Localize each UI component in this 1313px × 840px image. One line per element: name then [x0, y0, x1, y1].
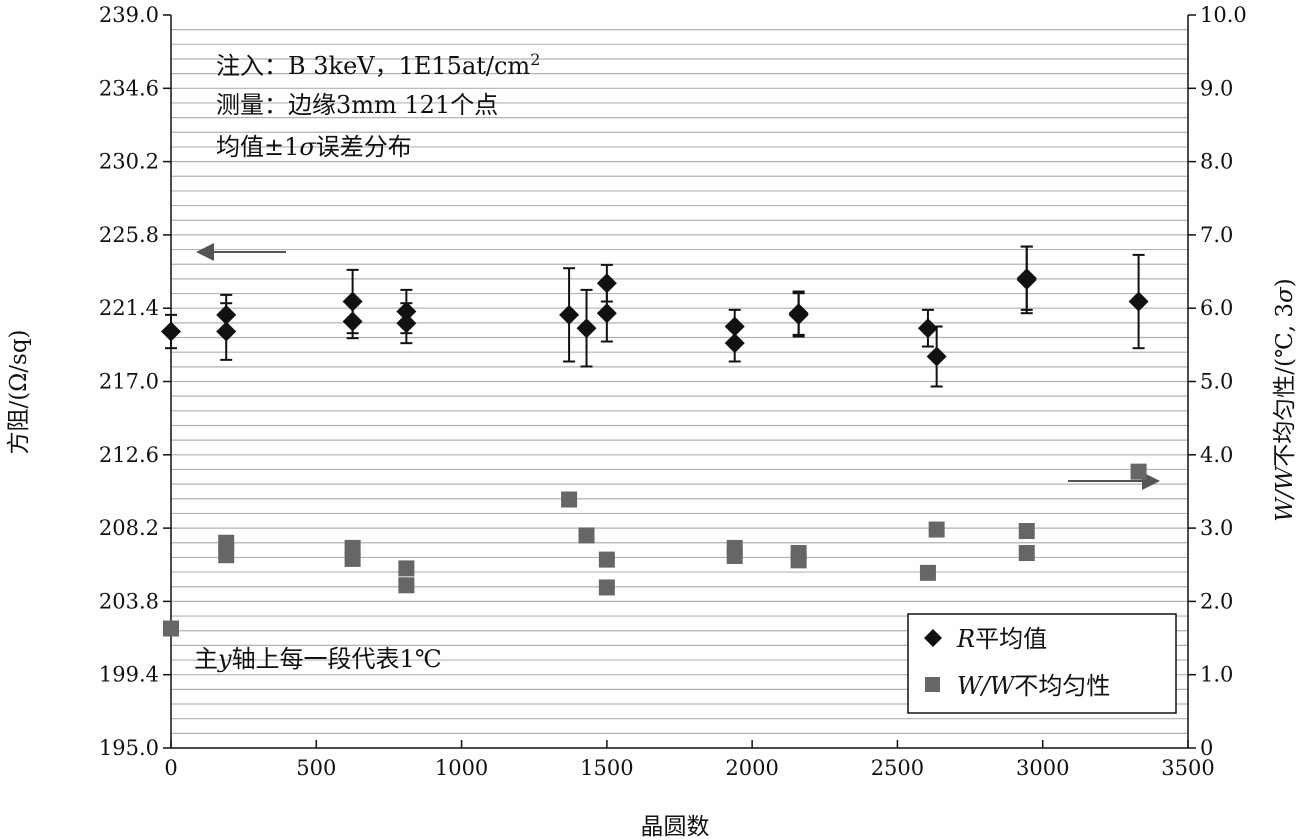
r-mean-point [576, 318, 597, 339]
r-mean-point [559, 304, 580, 325]
left-y-tick-label: 199.4 [99, 663, 159, 687]
x-axis-title: 晶圆数 [641, 814, 710, 840]
ww-nonuniformity-point [344, 550, 361, 567]
legend-diamond-marker [924, 629, 942, 647]
grid-lines [171, 29, 1188, 734]
left-y-tick-label: 203.8 [99, 589, 159, 613]
x-tick-label: 2500 [871, 756, 924, 780]
ww-nonuniformity-point [398, 577, 415, 594]
x-tick-label: 1000 [435, 756, 488, 780]
ww-nonuniformity-point [598, 579, 615, 596]
r-mean-point [596, 273, 617, 294]
legend: R平均值 W/W不均匀性 [907, 613, 1177, 714]
right-y-tick-label: 10.0 [1200, 3, 1247, 27]
x-tick-label: 3500 [1161, 756, 1214, 780]
left-y-tick-label: 225.8 [99, 223, 159, 247]
r-mean-point [161, 321, 181, 342]
annotation-measure: 测量：边缘3mm 121个点 [216, 91, 498, 119]
ww-nonuniformity-points [163, 463, 1147, 637]
left-y-axis-title: 方阻/(Ω/sq) [6, 329, 32, 454]
annotation-axis-note: 主y轴上每一段代表1℃ [194, 645, 442, 673]
r-mean-point [917, 318, 938, 339]
ww-nonuniformity-point [561, 491, 578, 508]
r-mean-point [788, 304, 809, 325]
r-mean-point [1016, 269, 1037, 290]
right-y-tick-label: 1.0 [1200, 663, 1233, 687]
ww-nonuniformity-point [1018, 545, 1035, 562]
left-y-tick-label: 195.0 [99, 736, 159, 760]
left-y-tick-label: 230.2 [99, 150, 159, 174]
r-mean-point [396, 301, 417, 322]
ww-nonuniformity-point [218, 534, 235, 551]
left-y-tick-label: 221.4 [99, 296, 159, 320]
right-y-axis-title: W/W不均匀性/(℃, 3σ) [1272, 278, 1298, 521]
right-y-tick-label: 5.0 [1200, 370, 1233, 394]
r-mean-point [342, 311, 363, 332]
r-mean-point [342, 291, 363, 312]
x-tick-label: 3000 [1016, 756, 1069, 780]
ww-nonuniformity-point [790, 552, 807, 569]
ww-nonuniformity-point [928, 521, 945, 538]
x-tick-label: 500 [296, 756, 336, 780]
left-y-tick-label: 239.0 [99, 3, 159, 27]
r-mean-point [216, 304, 237, 325]
ww-nonuniformity-point [398, 560, 415, 577]
right-y-tick-label: 9.0 [1200, 76, 1233, 100]
ww-nonuniformity-point [598, 551, 615, 568]
r-mean-point [724, 333, 745, 354]
legend-label-r-mean: R平均值 [956, 625, 1047, 653]
x-axis-ticks: 0 500 1000 1500 2000 2500 3000 3500 [164, 740, 1215, 780]
r-mean-points [161, 268, 1149, 367]
right-y-tick-label: 8.0 [1200, 150, 1233, 174]
legend-square-marker [925, 677, 940, 692]
left-y-tick-label: 208.2 [99, 516, 159, 540]
right-y-axis-ticks: 0 1.0 2.0 3.0 4.0 5.0 6.0 7.0 8.0 9.0 10.0 [1188, 3, 1247, 760]
ww-nonuniformity-point [218, 547, 235, 564]
r-mean-point [724, 316, 745, 337]
left-axis-arrow [196, 243, 286, 261]
annotation-implant: 注入：B 3keV，1E15at/cm2 [216, 50, 540, 81]
ww-nonuniformity-point [578, 527, 595, 544]
right-y-tick-label: 6.0 [1200, 296, 1233, 320]
right-y-tick-label: 4.0 [1200, 443, 1233, 467]
ww-nonuniformity-point [726, 547, 743, 564]
right-y-tick-label: 3.0 [1200, 516, 1233, 540]
right-y-tick-label: 0 [1200, 736, 1213, 760]
legend-box [907, 613, 1177, 714]
right-y-tick-label: 2.0 [1200, 589, 1233, 613]
x-tick-label: 0 [164, 756, 177, 780]
right-y-tick-label: 7.0 [1200, 223, 1233, 247]
r-mean-error-bars [165, 245, 1145, 388]
left-y-tick-label: 212.6 [99, 443, 159, 467]
r-mean-point [926, 346, 947, 367]
annotation-errorbar: 均值±1σ误差分布 [216, 133, 412, 161]
r-mean-point [396, 313, 417, 334]
legend-label-ww-nonuniformity: W/W不均匀性 [957, 672, 1110, 700]
ww-nonuniformity-point [1018, 523, 1035, 540]
x-tick-label: 1500 [580, 756, 633, 780]
r-mean-point [216, 321, 237, 342]
ww-nonuniformity-point [919, 564, 936, 581]
left-y-tick-label: 234.6 [99, 76, 159, 100]
ww-nonuniformity-point [163, 620, 179, 637]
x-tick-label: 2000 [725, 756, 778, 780]
ww-nonuniformity-point [1130, 463, 1147, 480]
left-y-tick-label: 217.0 [99, 370, 159, 394]
r-mean-point [1128, 291, 1149, 312]
r-mean-point [596, 303, 617, 324]
left-y-axis-ticks: 195.0 199.4 203.8 208.2 212.6 217.0 221.4 225.8… [99, 3, 171, 760]
